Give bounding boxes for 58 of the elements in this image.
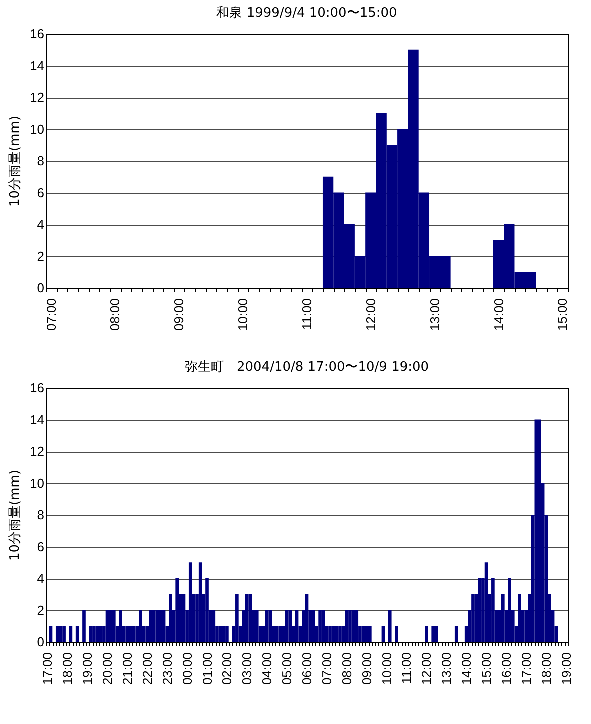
x-tick-label: 16:00: [498, 652, 514, 686]
chart-title: 弥生町 2004/10/8 17:00〜10/9 19:00: [184, 360, 430, 375]
chart-title: 和泉 1999/9/4 10:00〜15:00: [216, 6, 398, 21]
x-tick-label: 07:00: [44, 298, 59, 332]
x-tick-label: 00:00: [180, 652, 195, 686]
x-tick-label: 13:00: [427, 298, 442, 332]
y-tick-label: 0: [37, 634, 44, 650]
x-tick-label: 22:00: [140, 652, 155, 686]
x-tick-label: 19:00: [80, 652, 96, 686]
y-tick-label: 6: [37, 185, 44, 200]
x-tick-label: 01:00: [200, 652, 215, 686]
x-tick-label: 09:00: [172, 298, 187, 332]
y-tick-label: 4: [37, 217, 44, 232]
x-tick-label: 14:00: [459, 652, 474, 686]
x-tick-label: 09:00: [359, 652, 374, 686]
y-tick-label: 0: [37, 280, 44, 296]
x-tick-label: 13:00: [439, 652, 454, 686]
y-tick-label: 10: [30, 122, 44, 137]
x-tick-label: 03:00: [240, 652, 255, 686]
x-tick-label: 17:00: [518, 652, 534, 686]
y-tick-label: 16: [30, 26, 44, 42]
y-tick-label: 10: [30, 476, 44, 491]
x-tick-label: 17:00: [40, 652, 56, 686]
x-tick-label: 10:00: [379, 652, 394, 686]
y-tick-label: 16: [30, 380, 44, 396]
y-tick-label: 4: [37, 571, 44, 586]
x-tick-label: 07:00: [319, 652, 334, 686]
x-tick-label: 15:00: [479, 652, 494, 686]
x-tick-label: 14:00: [491, 298, 506, 332]
y-axis-title: 10分雨量(mm): [8, 116, 24, 208]
x-tick-label: 23:00: [160, 652, 175, 686]
y-tick-label: 14: [30, 412, 44, 428]
x-tick-label: 11:00: [300, 298, 314, 330]
y-tick-label: 6: [37, 539, 44, 554]
x-tick-label: 12:00: [363, 298, 378, 332]
y-tick-label: 2: [37, 248, 44, 264]
x-tick-label: 06:00: [300, 652, 314, 686]
x-tick-label: 05:00: [280, 652, 295, 686]
x-tick-label: 21:00: [120, 652, 135, 686]
y-axis-title: 10分雨量(mm): [8, 470, 24, 562]
y-tick-label: 12: [30, 444, 44, 459]
x-tick-label: 08:00: [339, 652, 354, 686]
x-tick-label: 19:00: [558, 652, 574, 686]
x-tick-label: 10:00: [236, 298, 251, 332]
y-tick-label: 12: [30, 90, 44, 105]
x-tick-label: 12:00: [419, 652, 434, 686]
y-tick-label: 8: [37, 508, 44, 522]
y-tick-label: 14: [30, 58, 44, 74]
x-tick-label: 15:00: [555, 298, 570, 332]
x-tick-label: 18:00: [538, 652, 554, 686]
x-tick-label: 08:00: [108, 298, 123, 332]
x-tick-label: 02:00: [220, 652, 235, 686]
x-tick-label: 20:00: [100, 652, 116, 686]
x-tick-label: 04:00: [260, 652, 275, 686]
x-tick-label: 18:00: [60, 652, 76, 686]
y-tick-label: 8: [37, 154, 44, 168]
y-tick-label: 2: [37, 602, 44, 618]
x-tick-label: 11:00: [399, 652, 414, 684]
